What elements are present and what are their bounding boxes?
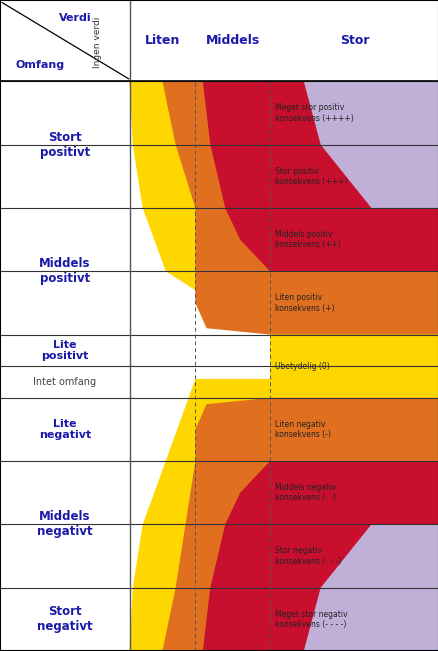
Polygon shape xyxy=(202,81,438,271)
Text: Stort
positivt: Stort positivt xyxy=(39,131,90,159)
Polygon shape xyxy=(303,525,438,651)
Text: Middels
negativt: Middels negativt xyxy=(37,510,92,538)
Text: Stor: Stor xyxy=(339,35,368,47)
Text: Stort
negativt: Stort negativt xyxy=(37,605,92,633)
Text: Meget stor positiv
konsekvens (++++): Meget stor positiv konsekvens (++++) xyxy=(275,104,353,123)
Text: Liten: Liten xyxy=(145,35,180,47)
Text: Meget stor negativ
konsekvens (- - - -): Meget stor negativ konsekvens (- - - -) xyxy=(275,609,347,629)
Polygon shape xyxy=(159,81,438,335)
Text: Liten negativ
konsekvens (-): Liten negativ konsekvens (-) xyxy=(275,420,331,439)
Polygon shape xyxy=(303,81,438,208)
Text: Omfang: Omfang xyxy=(15,60,64,70)
Text: Lite
positivt: Lite positivt xyxy=(41,340,88,361)
Text: Middels positiv
konsekvens (++): Middels positiv konsekvens (++) xyxy=(275,230,340,249)
Polygon shape xyxy=(202,461,438,651)
Text: Verdi: Verdi xyxy=(59,13,91,23)
Text: Middels negativ
konsekvens (- -): Middels negativ konsekvens (- -) xyxy=(275,483,336,503)
Text: Lite
negativt: Lite negativt xyxy=(39,419,91,440)
Text: Ingen verdi: Ingen verdi xyxy=(93,17,102,68)
Text: Stor positiv
konsekvens (+++): Stor positiv konsekvens (+++) xyxy=(275,167,347,186)
Text: Middels
positivt: Middels positivt xyxy=(39,257,90,285)
Polygon shape xyxy=(129,81,438,651)
Text: Stor negativ
konsekvens (- - -): Stor negativ konsekvens (- - -) xyxy=(275,546,341,566)
Text: Ubetydelig (0): Ubetydelig (0) xyxy=(275,362,329,370)
Text: Liten positiv
konsekvens (+): Liten positiv konsekvens (+) xyxy=(275,293,334,312)
Text: Middels: Middels xyxy=(205,35,259,47)
Text: Intet omfang: Intet omfang xyxy=(33,377,96,387)
Polygon shape xyxy=(159,398,438,651)
